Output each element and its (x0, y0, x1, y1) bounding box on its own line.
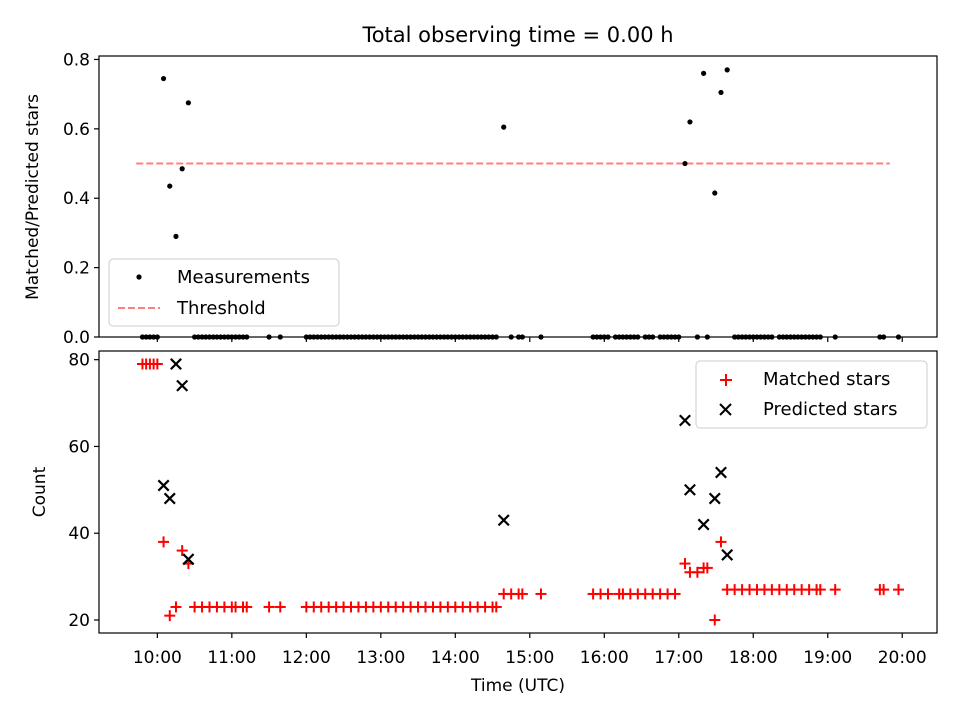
predicted-star-point (697, 518, 710, 531)
top-y-tick-label: 0.0 (63, 328, 90, 348)
x-tick-label: 18:00 (729, 648, 778, 668)
matched-star-point (715, 536, 727, 548)
matched-star-point (691, 566, 703, 578)
measurement-point (167, 183, 173, 189)
matched-star-point (164, 610, 176, 622)
x-tick-label: 16:00 (580, 648, 629, 668)
top-y-axis-ticks: 0.0 0.2 0.4 0.6 0.8 (63, 50, 99, 348)
legend-matched-label: Matched stars (763, 369, 890, 390)
x-tick-label: 14:00 (431, 648, 480, 668)
measurement-point (160, 75, 167, 82)
x-axis-label: Time (UTC) (470, 676, 565, 696)
matched-star-point (274, 601, 286, 613)
predicted-star-point (169, 358, 182, 370)
measurement-point (701, 70, 707, 76)
top-y-tick-label: 0.8 (63, 50, 90, 70)
measurement-point (682, 160, 688, 167)
bottom-y-axis-ticks: 20 40 60 80 (68, 351, 99, 631)
bottom-legend: Matched stars Predicted stars (695, 360, 928, 429)
predicted-star-point (497, 514, 510, 527)
legend-measurements-marker (136, 274, 142, 280)
measurement-point (718, 89, 724, 96)
matched-star-point (878, 584, 890, 596)
measurement-point (179, 166, 185, 172)
x-tick-label: 13:00 (356, 648, 405, 668)
x-tick-label: 19:00 (803, 648, 852, 668)
matched-star-point (893, 584, 905, 596)
x-tick-label: 10:00 (133, 648, 182, 668)
bottom-y-tick-label: 40 (68, 524, 90, 544)
matched-star-point (669, 588, 681, 600)
predicted-star-point (715, 466, 727, 479)
matched-star-point (241, 601, 253, 613)
matched-star-point (490, 601, 502, 613)
predicted-star-point (683, 483, 696, 496)
predicted-star-point (182, 553, 195, 566)
matched-star-point (176, 545, 188, 557)
measurement-point (501, 124, 507, 130)
top-y-axis-label: Matched/Predicted stars (23, 94, 43, 300)
top-y-tick-label: 0.4 (63, 189, 90, 209)
measurement-point (712, 190, 718, 196)
predicted-star-point (708, 492, 721, 505)
x-tick-label: 11:00 (207, 648, 256, 668)
measurement-point (185, 100, 191, 106)
matched-star-point (535, 588, 547, 600)
matched-star-point (709, 614, 721, 626)
bottom-plot-frame (98, 350, 938, 634)
predicted-star-point (157, 479, 170, 492)
matched-star-point (814, 584, 826, 596)
x-tick-label: 20:00 (878, 648, 927, 668)
top-y-tick-label: 0.6 (63, 120, 90, 140)
predicted-star-point (721, 548, 734, 561)
measurement-point (173, 233, 179, 239)
matched-star-point (151, 358, 163, 370)
bottom-y-tick-label: 80 (68, 351, 90, 371)
matched-star-point (263, 601, 275, 613)
matched-star-point (679, 558, 691, 570)
measurement-point (687, 119, 693, 125)
bottom-x-axis-ticks: 10:00 11:00 12:00 13:00 14:00 15:00 16:00 17:00… (133, 633, 927, 668)
legend-predicted-marker (719, 403, 732, 416)
bottom-y-axis-label: Count (30, 466, 50, 517)
legend-measurements-label: Measurements (177, 267, 310, 288)
x-tick-label: 12:00 (282, 648, 331, 668)
top-plot: 0.00.20.40.60.8 Matched/Predicted stars … (23, 50, 938, 348)
top-legend-frame (108, 258, 340, 327)
legend-threshold-label: Threshold (176, 298, 266, 319)
matched-star-point (170, 601, 182, 613)
figure-title: Total observing time = 0.00 h (361, 23, 673, 47)
measurement-point (724, 67, 730, 73)
predicted-star-point (679, 414, 691, 427)
matched-star-point (701, 562, 713, 574)
bottom-plot-data-layer (136, 358, 905, 626)
legend-matched-marker (720, 374, 732, 386)
x-tick-label: 17:00 (654, 648, 703, 668)
top-y-tick-label: 0.2 (63, 259, 90, 279)
legend-predicted-label: Predicted stars (763, 399, 897, 420)
x-tick-label: 15:00 (505, 648, 554, 668)
bottom-y-tick-label: 60 (68, 437, 90, 457)
predicted-star-point (163, 492, 176, 505)
top-x-axis-ticks (156, 337, 903, 342)
bottom-y-tick-label: 20 (68, 611, 90, 631)
matched-star-point (829, 584, 841, 596)
top-plot-frame (98, 55, 938, 338)
matched-star-point (602, 588, 614, 600)
bottom-legend-frame (695, 360, 928, 429)
matched-star-point (158, 536, 170, 548)
matched-star-point (516, 588, 528, 600)
predicted-star-point (176, 379, 189, 392)
top-legend: Measurements Threshold (108, 258, 340, 327)
